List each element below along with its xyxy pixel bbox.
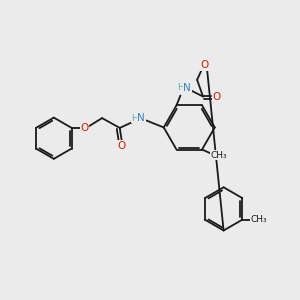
Text: N: N bbox=[183, 83, 191, 93]
Text: O: O bbox=[201, 60, 209, 70]
Text: N: N bbox=[137, 113, 145, 123]
Text: CH₃: CH₃ bbox=[210, 151, 227, 160]
Text: O: O bbox=[213, 92, 221, 103]
Text: CH₃: CH₃ bbox=[251, 215, 267, 224]
Text: O: O bbox=[80, 123, 88, 133]
Text: O: O bbox=[118, 141, 126, 151]
Text: H: H bbox=[177, 83, 184, 92]
Text: H: H bbox=[131, 114, 138, 123]
